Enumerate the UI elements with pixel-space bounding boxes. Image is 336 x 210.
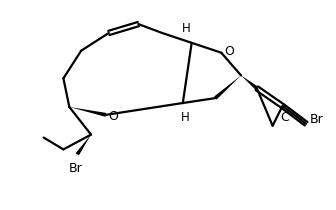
Text: O: O xyxy=(108,110,118,123)
Text: Br: Br xyxy=(68,162,82,175)
Polygon shape xyxy=(69,107,106,117)
Polygon shape xyxy=(76,135,91,155)
Text: H: H xyxy=(182,22,191,35)
Text: H: H xyxy=(180,111,189,124)
Text: O: O xyxy=(224,45,234,58)
Polygon shape xyxy=(241,75,258,90)
Polygon shape xyxy=(214,75,241,100)
Text: C: C xyxy=(280,111,289,124)
Text: Br: Br xyxy=(310,113,324,126)
